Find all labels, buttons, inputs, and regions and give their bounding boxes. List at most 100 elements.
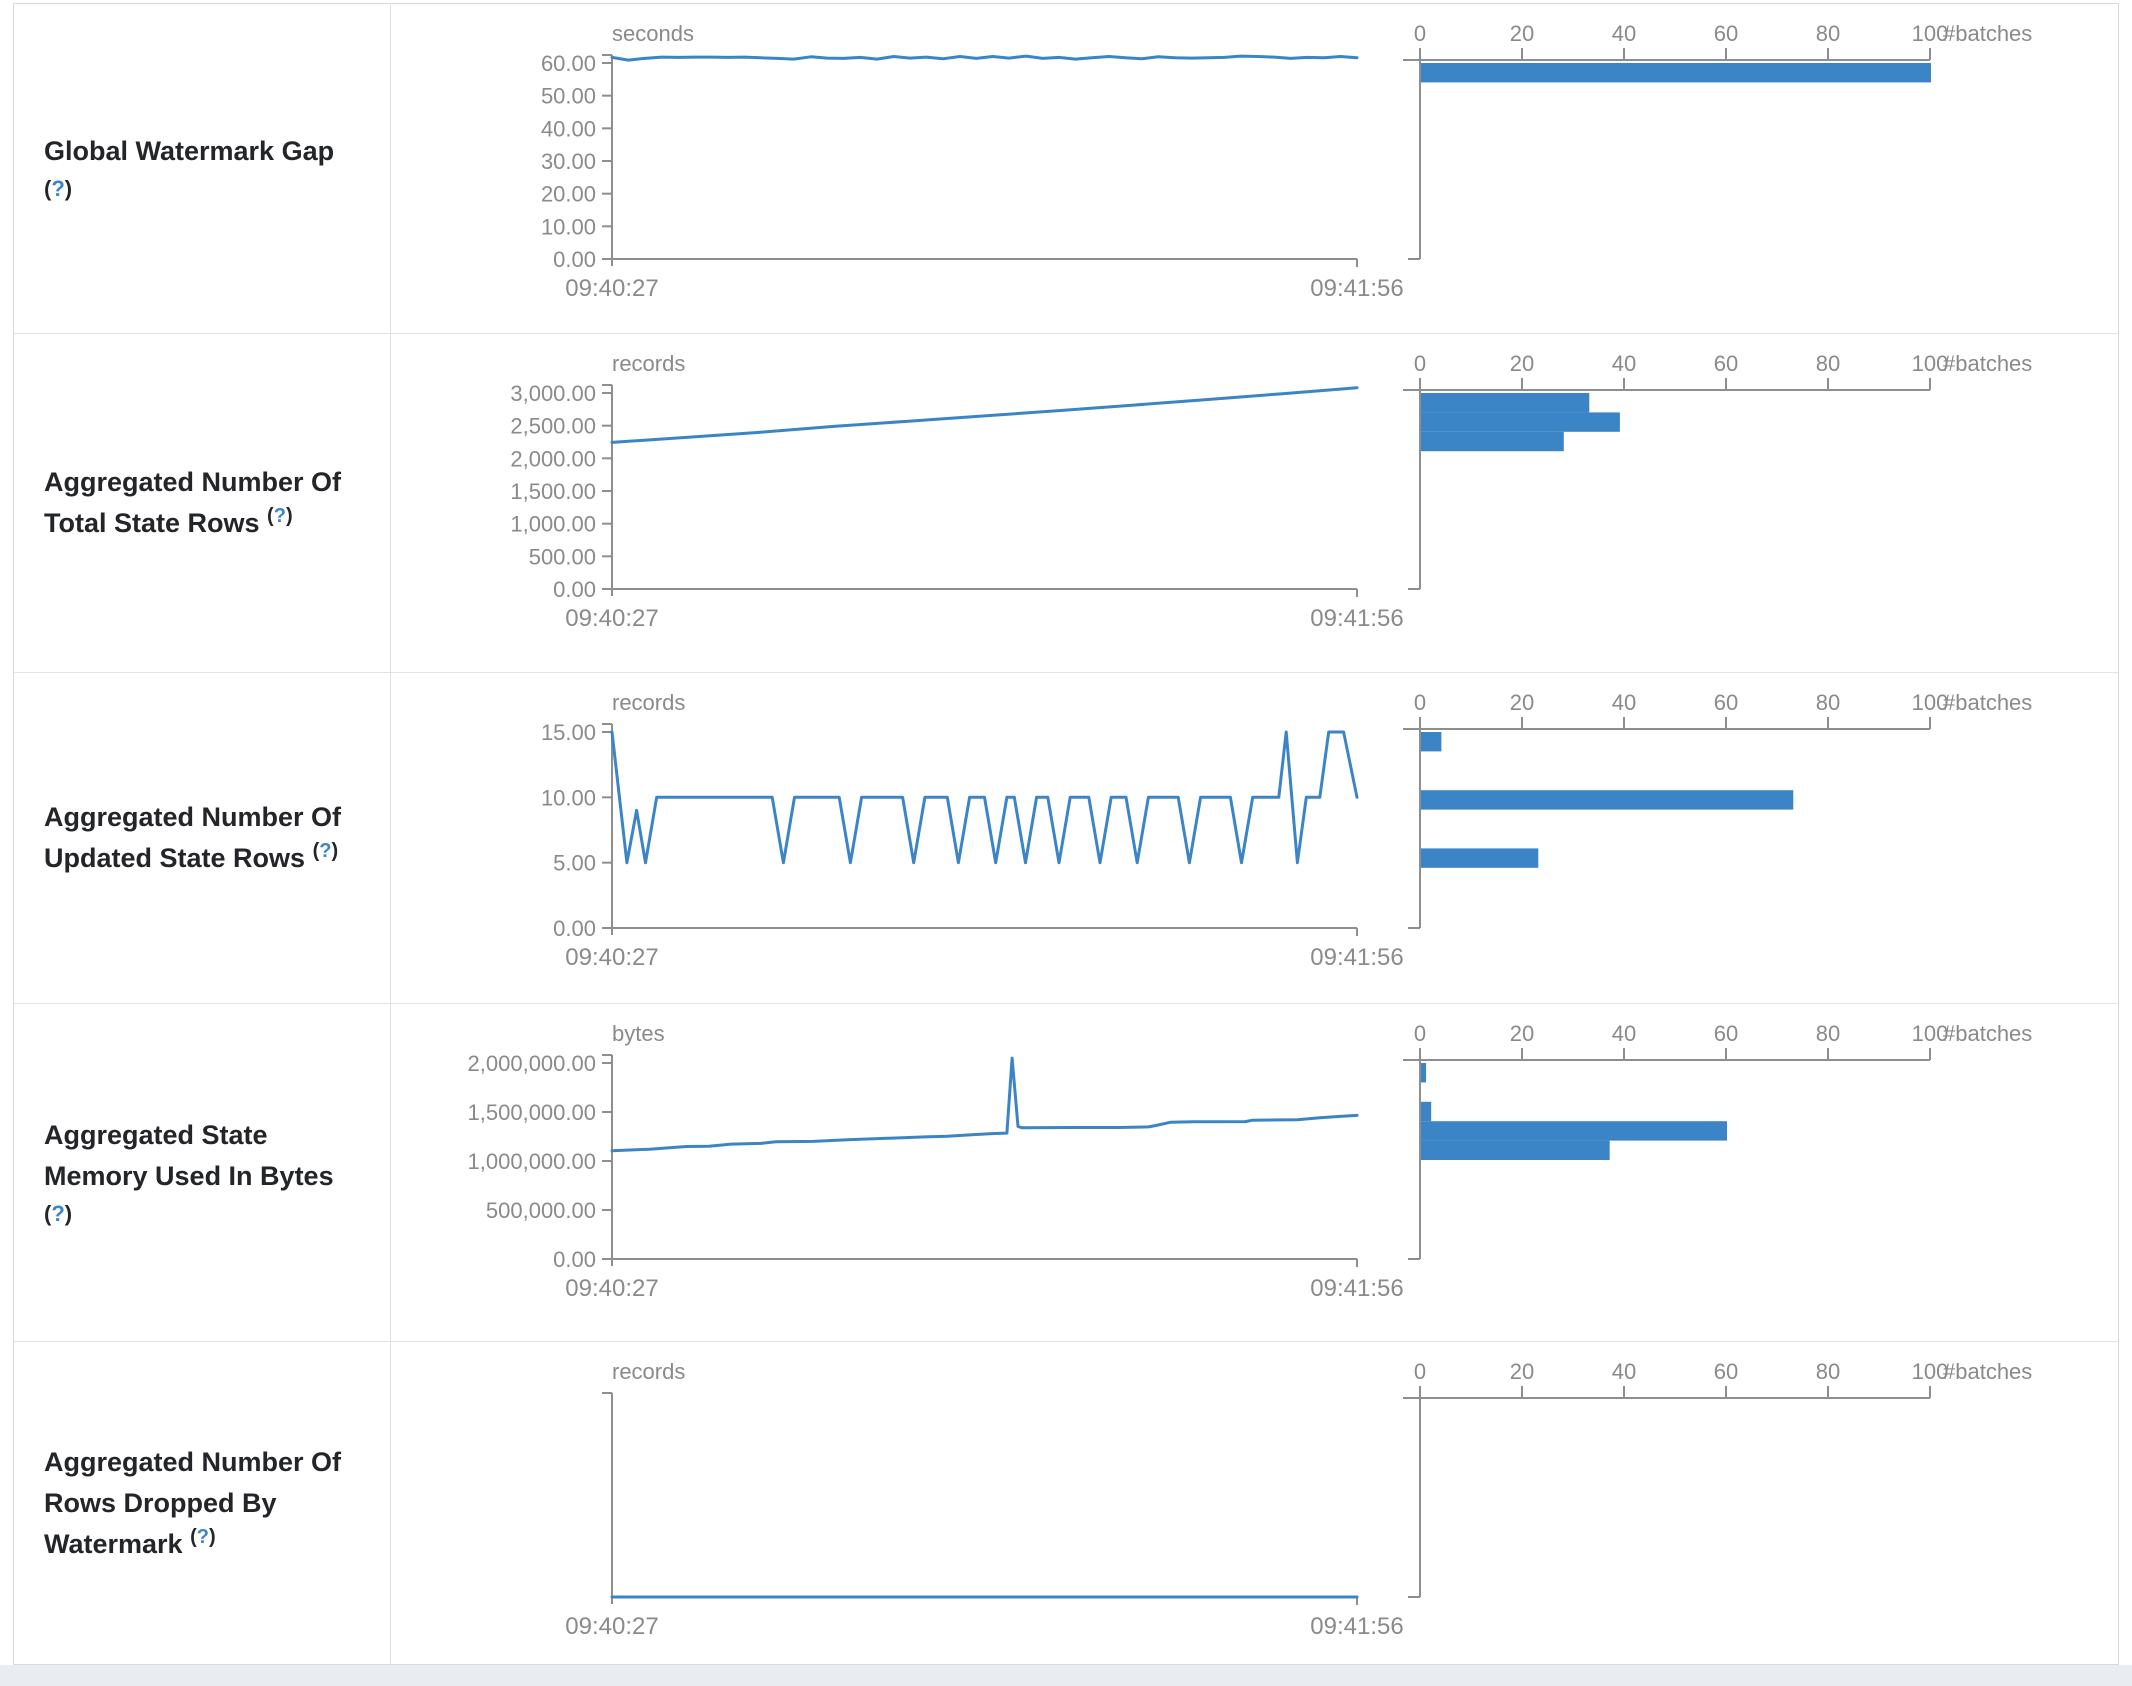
y-axis-unit-label: records	[612, 1359, 685, 1384]
y-axis-unit-label: records	[612, 351, 685, 376]
y-axis-tick-label: 1,500,000.00	[468, 1100, 596, 1125]
y-axis-tick-label: 15.00	[541, 720, 596, 745]
x-axis-end-time-label: 09:41:56	[1310, 1613, 1403, 1640]
hist-unit-label: #batches	[1943, 1359, 2032, 1384]
y-axis-tick-label: 0.00	[553, 247, 596, 272]
metric-label-line: Memory Used In Bytes	[44, 1160, 334, 1191]
hist-x-axis-tick-label: 100	[1912, 690, 1949, 715]
help-tooltip-link[interactable]: (?)	[44, 176, 73, 201]
hist-x-axis-tick-label: 80	[1816, 21, 1840, 46]
x-axis-end-time-label: 09:41:56	[1310, 275, 1403, 302]
timeline-line	[610, 1056, 1359, 1153]
metric-row-rows-dropped-by-watermark: Aggregated Number Of Rows Dropped By Wat…	[14, 1341, 2118, 1664]
histogram-bar	[1421, 790, 1794, 810]
histogram-bar	[1421, 393, 1590, 413]
y-axis-tick-label: 500.00	[529, 544, 596, 569]
hist-x-axis-tick-label: 20	[1510, 690, 1534, 715]
help-tooltip-link[interactable]: (?)	[267, 505, 293, 527]
y-axis-tick-label: 60.00	[541, 51, 596, 76]
hist-x-axis-tick-label: 100	[1912, 1021, 1949, 1046]
metric-label: Aggregated Number Of Total State Rows (?…	[44, 462, 341, 544]
histogram-bar	[1421, 1063, 1427, 1083]
hist-x-axis-tick-label: 0	[1414, 21, 1426, 46]
hist-x-axis-tick-label: 40	[1612, 690, 1636, 715]
metric-label: Aggregated State Memory Used In Bytes (?…	[44, 1115, 334, 1231]
hist-x-axis-tick-label: 100	[1912, 21, 1949, 46]
hist-x-axis-tick-label: 60	[1714, 1021, 1738, 1046]
histogram-bar	[1421, 63, 1931, 83]
hist-x-axis-tick-label: 80	[1816, 1359, 1840, 1384]
metric-label-cell: Aggregated Number Of Updated State Rows …	[14, 673, 391, 1003]
y-axis-tick-label: 10.00	[541, 785, 596, 810]
histogram-bar	[1421, 848, 1539, 868]
metric-label: Aggregated Number Of Rows Dropped By Wat…	[44, 1442, 341, 1565]
question-mark-icon: ?	[273, 505, 286, 527]
hist-x-axis-tick-label: 20	[1510, 351, 1534, 376]
hist-x-axis-tick-label: 0	[1414, 351, 1426, 376]
help-tooltip-link[interactable]: (?)	[44, 1200, 73, 1226]
hist-x-axis-tick-label: 80	[1816, 351, 1840, 376]
metric-label: Global Watermark Gap (?)	[44, 131, 334, 206]
x-axis-start-time-label: 09:40:27	[565, 944, 658, 971]
metric-label-line: Total State Rows	[44, 508, 260, 538]
metric-label-line: Aggregated State	[44, 1119, 268, 1150]
y-axis-tick-label: 2,500.00	[510, 414, 596, 439]
hist-x-axis-tick-label: 0	[1414, 1021, 1426, 1046]
y-axis-tick-label: 10.00	[541, 214, 596, 239]
histogram-bar	[1421, 1140, 1610, 1160]
charts-cell: records 15.00 10.00 5.00 0.00 09:40:27 09:41:5…	[391, 673, 2118, 1003]
charts-cell: records 09:40:27 09:41:56 0 20 40 60 80 100 #batc…	[391, 1342, 2118, 1664]
timeline-and-histogram-chart: records 09:40:27 09:41:56 0 20 40 60 80 100#batc…	[565, 1359, 2032, 1640]
y-axis-tick-label: 1,000.00	[510, 512, 596, 537]
y-axis-tick-label: 0.00	[553, 1247, 596, 1272]
metric-row-updated-state-rows: Aggregated Number Of Updated State Rows …	[14, 672, 2118, 1003]
metric-label-line: Aggregated Number Of	[44, 467, 342, 497]
question-mark-icon: ?	[319, 840, 332, 862]
help-tooltip-link[interactable]: (?)	[312, 840, 339, 862]
hist-unit-label: #batches	[1943, 690, 2032, 715]
histogram-bar	[1421, 1121, 1727, 1141]
hist-x-axis-tick-label: 80	[1816, 1021, 1840, 1046]
histogram-bar	[1421, 431, 1564, 452]
y-axis-tick-label: 2,000,000.00	[468, 1051, 596, 1076]
y-axis-tick-label: 50.00	[541, 84, 596, 109]
hist-x-axis-tick-label: 0	[1414, 690, 1426, 715]
charts-cell: records 3,000.00 2,500.00 2,000.00 1,500.00 1…	[391, 334, 2118, 672]
timeline-line	[610, 54, 1359, 62]
hist-unit-label: #batches	[1943, 1021, 2032, 1046]
hist-x-axis-tick-label: 60	[1714, 21, 1738, 46]
hist-x-axis-tick-label: 20	[1510, 1359, 1534, 1384]
timeline-and-histogram-chart: seconds 60.00 50.00 40.00 30.00 20.00 10.00 0.0…	[541, 21, 2032, 302]
metric-label-line: Aggregated Number Of	[44, 1446, 342, 1477]
hist-x-axis-tick-label: 20	[1510, 21, 1534, 46]
timeline-and-histogram-chart: bytes 2,000,000.00 1,500,000.00 1,000,000.0…	[468, 1021, 2033, 1302]
charts-cell: seconds 60.00 50.00 40.00 30.00 20.00 10.00 0.0…	[391, 4, 2118, 333]
metric-label-cell: Aggregated State Memory Used In Bytes (?…	[14, 1004, 391, 1341]
y-axis-tick-label: 2,000.00	[510, 446, 596, 471]
y-axis-tick-label: 3,000.00	[510, 381, 596, 406]
x-axis-start-time-label: 09:40:27	[565, 1275, 658, 1302]
timeline-line	[610, 730, 1359, 865]
hist-x-axis-tick-label: 40	[1612, 21, 1636, 46]
y-axis-tick-label: 1,000,000.00	[468, 1149, 596, 1174]
hist-x-axis-tick-label: 100	[1912, 1359, 1949, 1384]
histogram-bar	[1421, 412, 1620, 432]
metric-row-state-memory-used: Aggregated State Memory Used In Bytes (?…	[14, 1003, 2118, 1341]
y-axis-tick-label: 5.00	[553, 851, 596, 876]
metric-label: Aggregated Number Of Updated State Rows …	[44, 797, 341, 879]
timeline-line	[610, 386, 1359, 444]
x-axis-start-time-label: 09:40:27	[565, 1613, 658, 1640]
hist-x-axis-tick-label: 20	[1510, 1021, 1534, 1046]
y-axis-unit-label: records	[612, 690, 685, 715]
metric-label-line: Updated State Rows	[44, 843, 306, 873]
y-axis-tick-label: 500,000.00	[486, 1198, 596, 1223]
question-mark-icon: ?	[51, 1200, 65, 1226]
help-tooltip-link[interactable]: (?)	[190, 1525, 216, 1548]
y-axis-tick-label: 1,500.00	[510, 479, 596, 504]
hist-unit-label: #batches	[1943, 21, 2032, 46]
metric-row-global-watermark-gap: Global Watermark Gap (?) seconds 60.00 50.…	[14, 4, 2118, 333]
histogram-bar	[1421, 732, 1442, 752]
y-axis-unit-label: seconds	[612, 21, 694, 46]
timeline-and-histogram-chart: records 3,000.00 2,500.00 2,000.00 1,500.00 1…	[510, 351, 2032, 632]
hist-x-axis-tick-label: 60	[1714, 351, 1738, 376]
